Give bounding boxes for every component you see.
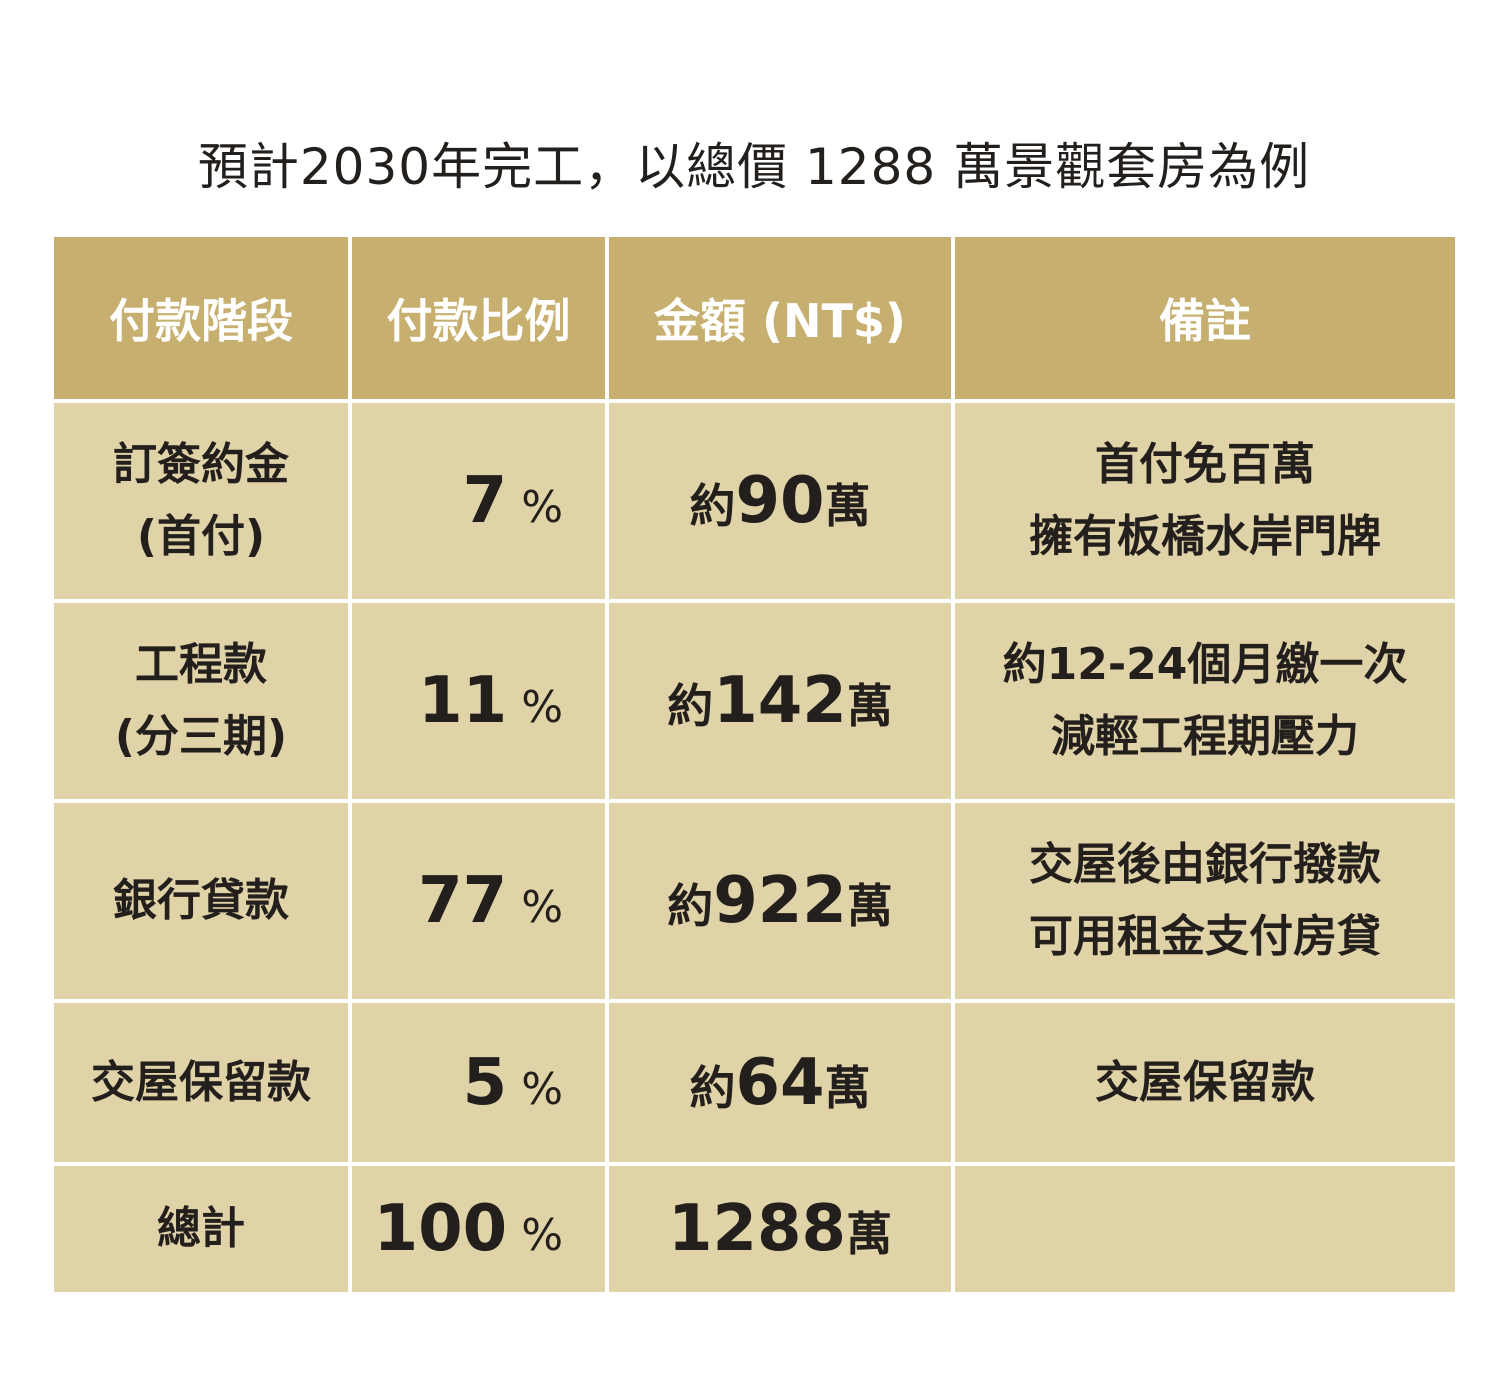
ratio-cell: 11%: [348, 599, 609, 803]
stage-line: (首付): [136, 511, 266, 562]
stage-cell: 銀行貸款: [54, 799, 352, 1003]
note-line: 首付免百萬: [1095, 439, 1315, 490]
table-row-total: 總計 100% 1288萬: [54, 1162, 1455, 1292]
amount-value: 922: [713, 864, 847, 938]
header-amount: 金額 (NT$): [605, 237, 955, 403]
amount-prefix: 約: [667, 679, 714, 733]
note-line: 可用租金支付房貸: [1029, 911, 1381, 962]
header-stage: 付款階段: [54, 237, 352, 403]
amount-suffix: 萬: [846, 879, 893, 933]
note-cell: 約12-24個月繳一次 減輕工程期壓力: [951, 599, 1455, 803]
stage-line: 訂簽約金: [113, 439, 289, 490]
ratio-value: 5: [462, 1045, 508, 1120]
ratio-value: 11: [418, 664, 508, 738]
ratio-cell: 7%: [348, 399, 609, 603]
stage-line: 工程款: [135, 639, 267, 690]
amount-value: 142: [713, 664, 847, 738]
payment-table: 付款階段 付款比例 金額 (NT$) 備註 訂簽約金 (首付) 7% 約90萬 …: [54, 237, 1455, 1292]
amount-cell: 1288萬: [605, 1162, 955, 1292]
percent-sign: %: [521, 1063, 563, 1115]
note-cell: 交屋保留款: [951, 999, 1455, 1166]
header-note: 備註: [951, 237, 1455, 403]
note-cell: 交屋後由銀行撥款 可用租金支付房貸: [951, 799, 1455, 1003]
note-line: 約12-24個月繳一次: [1002, 639, 1408, 690]
stage-line: 銀行貸款: [113, 875, 289, 926]
stage-cell: 工程款 (分三期): [54, 599, 352, 803]
ratio-cell: 77%: [348, 799, 609, 1003]
note-cell: 首付免百萬 擁有板橋水岸門牌: [951, 399, 1455, 603]
amount-cell: 約922萬: [605, 799, 955, 1003]
ratio-cell: 100%: [348, 1162, 609, 1292]
ratio-value: 7: [462, 464, 508, 538]
header-ratio: 付款比例: [348, 237, 609, 403]
amount-value: 64: [735, 1045, 825, 1120]
table-row: 銀行貸款 77% 約922萬 交屋後由銀行撥款 可用租金支付房貸: [54, 799, 1455, 1003]
amount-cell: 約64萬: [605, 999, 955, 1166]
percent-sign: %: [521, 682, 563, 733]
table-row: 交屋保留款 5% 約64萬 交屋保留款: [54, 999, 1455, 1166]
ratio-cell: 5%: [348, 999, 609, 1166]
stage-cell: 訂簽約金 (首付): [54, 399, 352, 603]
percent-sign: %: [521, 882, 563, 933]
percent-sign: %: [521, 482, 563, 533]
note-line: 減輕工程期壓力: [1051, 711, 1359, 762]
table-row: 訂簽約金 (首付) 7% 約90萬 首付免百萬 擁有板橋水岸門牌: [54, 399, 1455, 603]
ratio-value: 100: [373, 1192, 508, 1266]
amount-prefix: 約: [689, 1060, 736, 1115]
table-header-row: 付款階段 付款比例 金額 (NT$) 備註: [54, 237, 1455, 403]
amount-cell: 約142萬: [605, 599, 955, 803]
amount-suffix: 萬: [846, 1207, 893, 1261]
percent-sign: %: [521, 1210, 563, 1261]
amount-value: 90: [735, 464, 825, 538]
page-title: 預計2030年完工，以總價 1288 萬景觀套房為例: [197, 138, 1311, 196]
ratio-value: 77: [418, 864, 508, 938]
note-line: 擁有板橋水岸門牌: [1029, 511, 1381, 562]
amount-cell: 約90萬: [605, 399, 955, 603]
table-row: 工程款 (分三期) 11% 約142萬 約12-24個月繳一次 減輕工程期壓力: [54, 599, 1455, 803]
amount-prefix: 約: [667, 879, 714, 933]
stage-line: 交屋保留款: [91, 1056, 311, 1108]
note-cell: [951, 1162, 1455, 1292]
amount-suffix: 萬: [824, 1060, 871, 1115]
amount-prefix: 約: [689, 479, 736, 533]
stage-cell: 交屋保留款: [54, 999, 352, 1166]
amount-suffix: 萬: [846, 679, 893, 733]
note-line: 交屋保留款: [1095, 1056, 1315, 1108]
stage-line: (分三期): [114, 711, 288, 762]
amount-value: 1288: [667, 1192, 847, 1266]
stage-line: 總計: [157, 1203, 245, 1254]
stage-cell: 總計: [54, 1162, 352, 1292]
note-line: 交屋後由銀行撥款: [1029, 839, 1381, 890]
amount-suffix: 萬: [824, 479, 871, 533]
